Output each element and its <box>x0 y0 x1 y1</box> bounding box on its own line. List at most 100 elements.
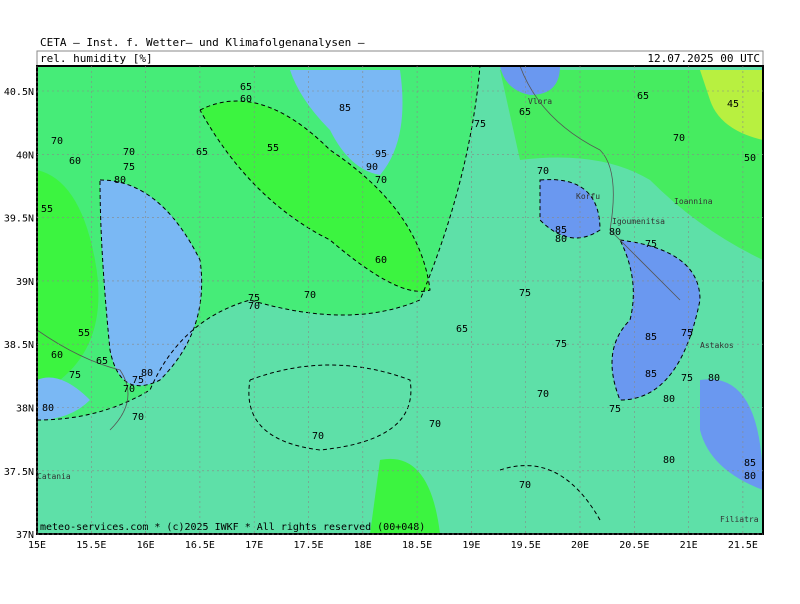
contour-label: 70 <box>123 384 135 395</box>
contour-label: 55 <box>78 328 90 339</box>
contour-label: 60 <box>240 94 252 105</box>
lon-label: 16E <box>137 540 155 551</box>
contour-label: 60 <box>51 350 63 361</box>
moist-area <box>700 379 763 490</box>
lat-label: 38.5N <box>4 340 34 351</box>
contour-label: 75 <box>248 293 260 304</box>
contour-label: 80 <box>663 394 675 405</box>
contour-label: 65 <box>96 356 108 367</box>
contour-label: 70 <box>312 431 324 442</box>
lon-label: 21.5E <box>728 540 758 551</box>
contour-label: 75 <box>555 339 567 350</box>
footer: meteo-services.com * (c)2025 IWKF * All … <box>40 522 425 533</box>
lon-label: 16.5E <box>185 540 215 551</box>
isoline <box>499 465 601 521</box>
valid-time: 12.07.2025 00 UTC <box>647 52 760 65</box>
place-name: Vlora <box>528 97 552 106</box>
lat-label: 37.5N <box>4 467 34 478</box>
contour-label: 85 <box>645 332 657 343</box>
lat-label: 37N <box>16 530 34 541</box>
lat-label: 40N <box>16 150 34 161</box>
green-area <box>500 70 763 260</box>
contour-label: 85 <box>744 458 756 469</box>
isoline <box>37 66 481 421</box>
moist-area <box>540 179 600 238</box>
contour-label: 70 <box>375 175 387 186</box>
lon-label: 19.5E <box>511 540 541 551</box>
lon-label: 17E <box>245 540 263 551</box>
contour-label: 70 <box>519 480 531 491</box>
contour-label: 55 <box>41 204 53 215</box>
lon-label: 19E <box>462 540 480 551</box>
place-name: Astakos <box>700 341 734 350</box>
moist-area <box>500 66 560 95</box>
lat-label: 40.5N <box>4 87 34 98</box>
contour-label: 75 <box>681 328 693 339</box>
field-name: rel. humidity [%] <box>40 52 153 65</box>
contour-label: 75 <box>123 162 135 173</box>
contour-label: 80 <box>708 373 720 384</box>
coastline <box>519 66 681 301</box>
place-name: Catania <box>37 472 71 481</box>
lon-label: 15.5E <box>76 540 106 551</box>
lat-label: 38N <box>16 404 34 415</box>
contour-label: 75 <box>609 404 621 415</box>
contour-label: 80 <box>609 227 621 238</box>
contour-label: 70 <box>429 419 441 430</box>
contour-label: 95 <box>375 149 387 160</box>
lon-label: 15E <box>28 540 46 551</box>
contour-label: 70 <box>132 412 144 423</box>
moist-area <box>37 377 90 420</box>
contour-label: 80 <box>555 234 567 245</box>
lon-label: 20.5E <box>619 540 649 551</box>
green-area <box>37 170 99 380</box>
contour-label: 60 <box>69 156 81 167</box>
place-name: Ioannina <box>674 197 713 206</box>
contour-label: 80 <box>114 175 126 186</box>
moist-area <box>612 240 700 400</box>
map-frame <box>36 65 764 535</box>
lon-label: 18E <box>354 540 372 551</box>
lon-label: 17.5E <box>293 540 323 551</box>
contour-label: 75 <box>681 373 693 384</box>
contour-label: 65 <box>456 324 468 335</box>
field <box>37 66 763 534</box>
lat-label: 39N <box>16 277 34 288</box>
contour-label: 70 <box>537 166 549 177</box>
lon-label: 18.5E <box>402 540 432 551</box>
contour-label: 55 <box>267 143 279 154</box>
title: CETA — Inst. f. Wetter— und Klimafolgena… <box>40 36 365 49</box>
coastline <box>37 329 129 431</box>
contour-label: 50 <box>744 153 756 164</box>
contour-label: 80 <box>42 403 54 414</box>
contour-label: 80 <box>744 471 756 482</box>
contour-label: 75 <box>645 239 657 250</box>
contour-label: 60 <box>375 255 387 266</box>
dry-area <box>700 70 763 140</box>
contour-label: 75 <box>474 119 486 130</box>
isoline <box>539 179 601 239</box>
contour-label: 45 <box>727 99 739 110</box>
contour-label: 65 <box>240 82 252 93</box>
contour-label: 75 <box>132 375 144 386</box>
contour-label: 65 <box>196 147 208 158</box>
contour-label: 70 <box>123 147 135 158</box>
lon-label: 21E <box>680 540 698 551</box>
green-area <box>200 101 430 292</box>
contour-label: 70 <box>673 133 685 144</box>
lon-label: 20E <box>571 540 589 551</box>
contour-label: 85 <box>555 225 567 236</box>
contour-label: 70 <box>537 389 549 400</box>
contour-label: 75 <box>519 288 531 299</box>
contour-label: 70 <box>304 290 316 301</box>
contour-label: 70 <box>51 136 63 147</box>
isoline <box>199 100 431 292</box>
isoline <box>99 179 203 387</box>
place-name: Filiatra <box>720 515 759 524</box>
moist-area <box>100 180 202 386</box>
contour-label: 80 <box>663 455 675 466</box>
green-area <box>370 458 440 534</box>
contour-label: 90 <box>366 162 378 173</box>
place-name: Igoumenitsa <box>612 217 665 226</box>
